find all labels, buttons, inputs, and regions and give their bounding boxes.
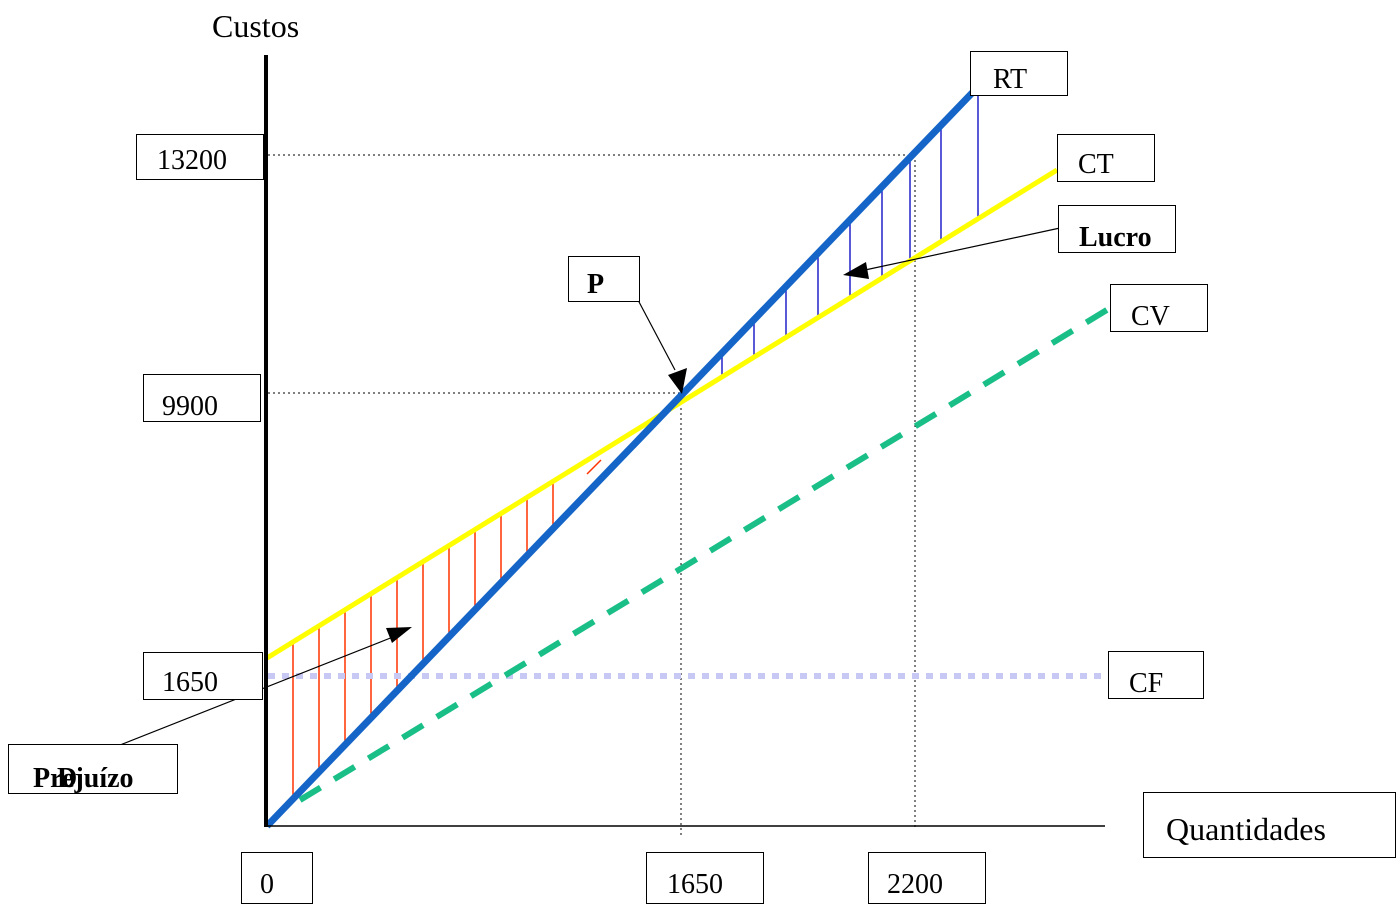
lucro-label: Lucro — [1079, 222, 1152, 253]
ct-label: CT — [1078, 149, 1114, 180]
x-axis-title: Quantidades — [1166, 811, 1326, 847]
cf-label: CF — [1129, 668, 1164, 699]
profit-hatching — [721, 86, 979, 377]
loss-hatch-tick — [586, 459, 602, 475]
rt-label-box: RT — [970, 51, 1068, 96]
x-label-2200: 2200 — [887, 869, 943, 900]
prejuizo-label: Prejuízo — [33, 763, 134, 794]
lucro-arrowhead — [843, 262, 869, 279]
lucro-pointer-line — [864, 227, 1061, 271]
prejuizo-arrowhead — [386, 627, 412, 643]
prejuizo-overlap-glyph: D — [57, 763, 78, 794]
x-label-0: 0 — [260, 869, 274, 900]
x-label-0-box: 0 — [241, 852, 313, 904]
y-label-9900-box: 9900 — [143, 374, 261, 422]
p-arrowhead — [668, 368, 687, 394]
p-label-box: P — [568, 256, 640, 302]
x-label-1650-box: 1650 — [646, 852, 764, 904]
lucro-label-box: Lucro — [1058, 205, 1176, 253]
x-label-2200-box: 2200 — [868, 852, 986, 904]
cv-label-box: CV — [1110, 284, 1208, 332]
y-label-1650-box: 1650 — [143, 652, 263, 700]
ct-label-box: CT — [1057, 134, 1155, 182]
y-label-9900: 9900 — [162, 391, 218, 422]
p-label: P — [587, 269, 605, 300]
y-label-13200: 13200 — [157, 145, 227, 176]
cv-line — [298, 305, 1112, 803]
y-label-1650: 1650 — [162, 667, 218, 698]
prejuizo-label-box: D Prejuízo — [8, 744, 178, 794]
cf-label-box: CF — [1108, 651, 1204, 699]
rt-label: RT — [993, 64, 1028, 95]
y-axis-title: Custos — [212, 8, 300, 44]
x-axis-title-box: Quantidades — [1143, 792, 1396, 858]
cv-label: CV — [1131, 301, 1170, 332]
y-label-13200-box: 13200 — [136, 134, 264, 180]
x-label-1650: 1650 — [667, 869, 723, 900]
p-pointer-line — [637, 299, 676, 371]
rt-line — [264, 89, 976, 829]
